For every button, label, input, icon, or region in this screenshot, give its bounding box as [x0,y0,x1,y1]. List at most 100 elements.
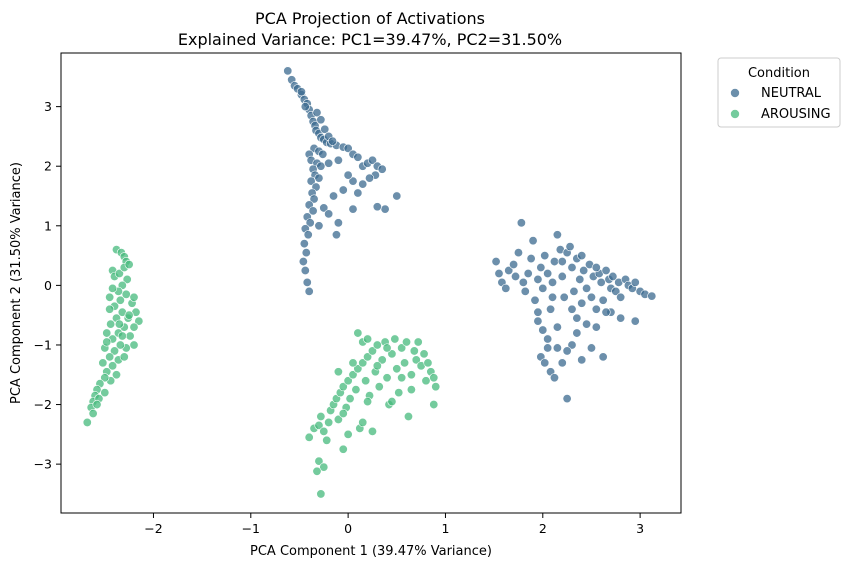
data-point [129,322,139,332]
legend: Condition NEUTRAL AROUSING [717,57,841,128]
data-point [598,352,608,362]
data-point [565,242,575,252]
data-point [540,358,550,368]
data-point [115,295,125,305]
data-point [314,420,324,430]
data-point [540,251,550,261]
data-point [520,286,530,296]
data-point [552,322,562,332]
data-point [392,364,402,374]
data-point [345,394,355,404]
data-point [348,176,358,186]
data-point [322,435,332,445]
data-point [567,304,577,314]
data-point [397,373,407,383]
data-point [601,307,611,317]
data-point [324,158,334,168]
plot-area [60,52,682,514]
data-point [111,370,121,380]
data-point [299,239,309,249]
data-point [312,466,322,476]
data-point [608,271,618,281]
data-point [333,155,343,165]
data-point [119,352,129,362]
data-point [105,304,115,314]
points-layer [82,66,657,499]
data-point [331,230,341,240]
data-point [431,382,441,392]
data-point [319,426,329,436]
data-point [88,408,98,418]
data-point [124,260,134,270]
data-point [543,343,553,353]
data-point [134,316,144,326]
data-point [647,291,657,301]
data-point [363,397,373,407]
data-point [548,292,558,302]
data-point [367,346,377,356]
data-point [100,388,110,398]
data-point [423,358,433,368]
data-point [348,204,358,214]
data-point [333,218,343,228]
data-point [400,358,410,368]
data-point [308,206,318,216]
data-point [319,462,329,472]
data-point [530,295,540,305]
series-arousing [82,245,441,499]
data-point [552,230,562,240]
data-point [372,361,382,371]
data-point [353,328,363,338]
data-point [562,346,572,356]
data-point [536,263,546,273]
data-point [504,265,514,275]
data-point [319,203,329,213]
data-point [105,352,115,362]
data-point [406,370,416,380]
data-point [559,292,569,302]
data-point [309,194,319,204]
data-point [301,248,311,258]
data-point [117,331,127,341]
data-point [367,155,377,165]
legend-label-neutral: NEUTRAL [761,86,822,101]
data-point [611,286,621,296]
data-point [380,204,390,214]
legend-marker-arousing [730,109,740,119]
data-point [411,355,421,365]
data-point [549,373,559,383]
data-point [582,283,592,293]
data-point [413,337,423,347]
data-point [409,346,419,356]
data-point [106,319,116,329]
data-point [365,173,375,183]
data-point [353,364,363,374]
data-point [343,143,353,153]
data-point [501,283,511,293]
data-point [100,373,110,383]
data-point [572,328,582,338]
data-point [491,257,501,267]
data-point [549,257,559,267]
data-point [300,265,310,275]
data-point [598,295,608,305]
data-point [283,66,293,76]
x-tick-label: 3 [636,521,644,536]
data-point [577,355,587,365]
data-point [543,268,553,278]
data-point [392,191,402,201]
data-point [591,304,601,314]
data-point [387,397,397,407]
data-point [338,444,348,454]
data-point [557,257,567,267]
data-point [98,358,108,368]
data-point [533,316,543,326]
data-point [562,394,572,404]
data-point [533,274,543,284]
data-point [304,286,314,296]
y-tick-label: −3 [34,457,52,472]
x-tick-label: −1 [242,521,260,536]
x-tick-label: 0 [344,521,352,536]
data-point [363,334,373,344]
